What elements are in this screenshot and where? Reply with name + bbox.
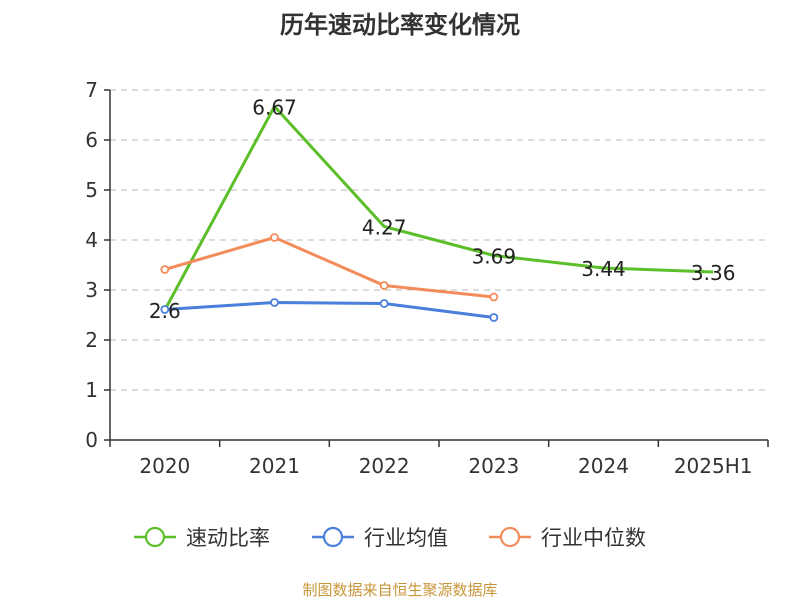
y-tick-label: 2 [85,328,98,352]
x-tick-label: 2025H1 [674,454,753,478]
x-tick-label: 2024 [578,454,629,478]
series-point-2 [160,265,170,274]
data-label: 4.27 [362,216,407,240]
series-point-1 [160,305,170,314]
legend-label: 行业均值 [364,526,448,550]
chart-title: 历年速动比率变化情况 [280,11,520,39]
axes: 0 1 2 3 4 5 6 7 2020 2021 2022 2023 2024 2025H1 [85,78,769,478]
legend-marker-icon [499,526,521,548]
data-label: 6.67 [252,96,297,120]
legend-item-1[interactable]: 行业均值 [312,526,448,550]
series-line-2 [164,236,494,299]
y-tick-label: 1 [85,378,98,402]
legend-marker-icon [322,526,344,548]
data-label: 3.44 [581,257,626,281]
y-tick-label: 5 [85,178,98,202]
data-label: 3.69 [472,245,517,269]
legend-label: 速动比率 [186,526,270,550]
series-point-1 [489,313,499,322]
series-lines [160,105,714,322]
x-tick-label: 2022 [359,454,410,478]
data-label: 3.36 [691,261,736,285]
legend-marker-icon [144,526,166,548]
data-labels: 2.6 6.67 4.27 3.69 3.44 3.36 [149,96,736,324]
data-label: 2.6 [149,299,181,323]
y-tick-label: 4 [85,228,98,252]
series-point-2 [270,233,279,242]
source-note: 制图数据来自恒生聚源数据库 [302,581,497,599]
series-point-2 [379,281,389,290]
series-point-1 [379,299,389,308]
y-tick-label: 7 [85,78,98,102]
series-point-2 [489,292,499,302]
y-tick-label: 3 [85,278,98,302]
y-tick-label: 0 [85,428,98,452]
y-tick-label: 6 [85,128,98,152]
series-line-0 [163,105,714,311]
legend-item-0[interactable]: 速动比率 [134,526,270,550]
legend-label: 行业中位数 [541,526,646,550]
series-line-1 [164,301,495,319]
x-tick-label: 2023 [468,454,519,478]
x-tick-label: 2020 [139,454,190,478]
x-tick-label: 2021 [249,454,300,478]
series-point-1 [270,298,279,307]
legend-item-2[interactable]: 行业中位数 [489,526,646,550]
legend[interactable]: 速动比率 行业均值 行业中位数 [134,526,646,550]
